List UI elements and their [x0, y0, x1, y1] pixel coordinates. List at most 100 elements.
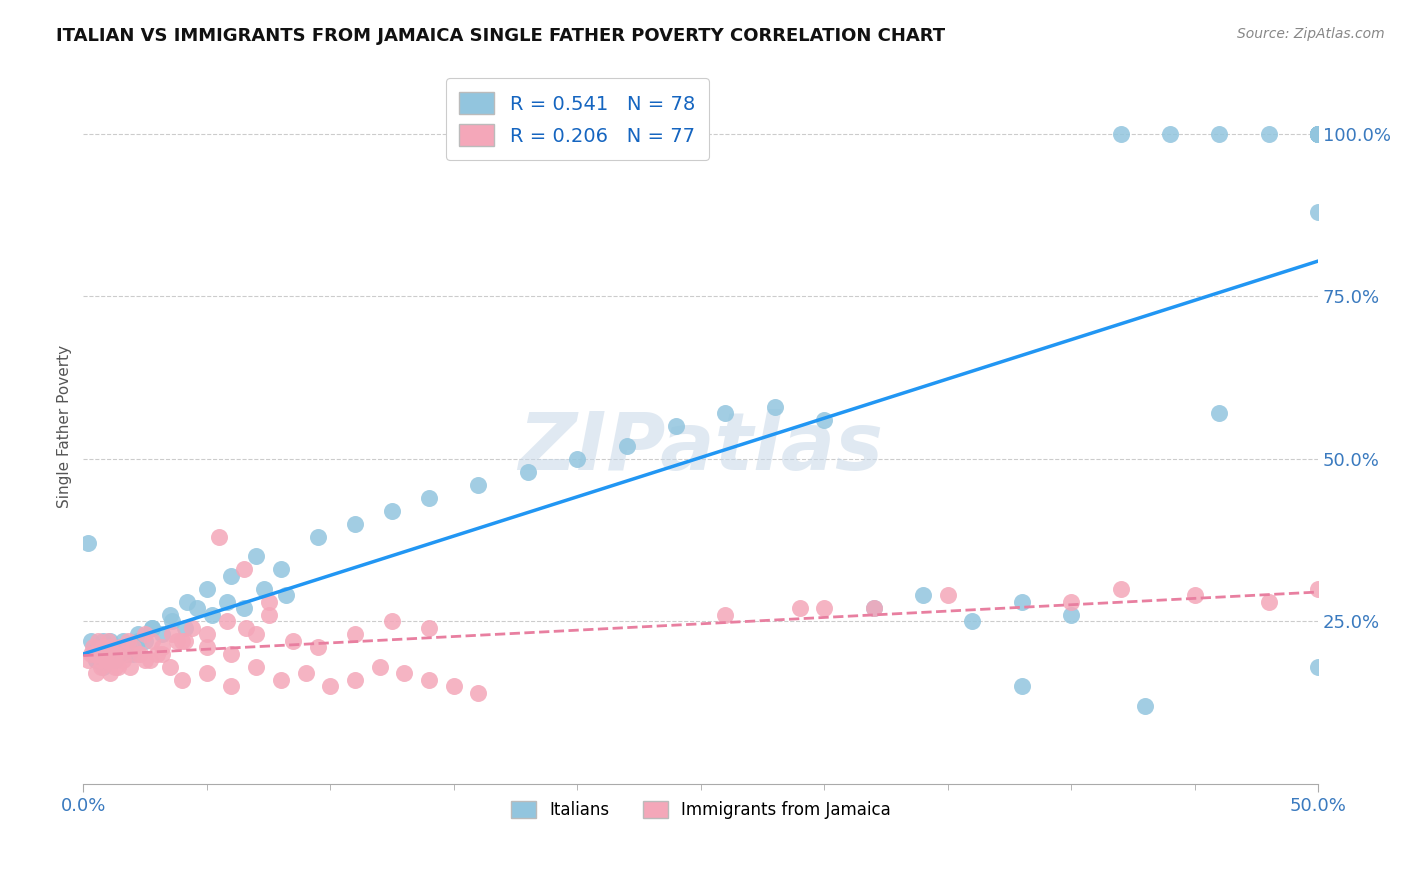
Point: [186, 601, 208, 615]
Point: [100, 633, 122, 648]
Point: [160, 627, 183, 641]
Point: [134, 627, 156, 641]
Point: [232, 562, 254, 576]
Point: [82, 647, 104, 661]
Point: [111, 647, 134, 661]
Point: [1011, 595, 1033, 609]
Point: [1159, 127, 1181, 141]
Point: [813, 601, 835, 615]
Point: [1308, 127, 1330, 141]
Point: [235, 621, 257, 635]
Point: [245, 549, 267, 564]
Point: [1308, 204, 1330, 219]
Point: [91, 659, 114, 673]
Point: [813, 412, 835, 426]
Point: [107, 659, 129, 673]
Point: [245, 659, 267, 673]
Point: [129, 647, 152, 661]
Point: [91, 633, 114, 648]
Point: [134, 633, 156, 648]
Point: [117, 640, 139, 655]
Point: [84, 666, 107, 681]
Point: [100, 640, 122, 655]
Point: [110, 640, 132, 655]
Point: [1184, 588, 1206, 602]
Point: [1308, 127, 1330, 141]
Point: [252, 582, 274, 596]
Point: [1308, 127, 1330, 141]
Point: [101, 647, 124, 661]
Point: [665, 419, 688, 434]
Text: Source: ZipAtlas.com: Source: ZipAtlas.com: [1237, 27, 1385, 41]
Point: [294, 666, 316, 681]
Point: [418, 621, 440, 635]
Point: [418, 673, 440, 687]
Text: ITALIAN VS IMMIGRANTS FROM JAMAICA SINGLE FATHER POVERTY CORRELATION CHART: ITALIAN VS IMMIGRANTS FROM JAMAICA SINGL…: [56, 27, 945, 45]
Point: [319, 679, 342, 693]
Point: [127, 647, 149, 661]
Point: [97, 633, 120, 648]
Legend: Italians, Immigrants from Jamaica: Italians, Immigrants from Jamaica: [505, 794, 897, 825]
Point: [221, 647, 243, 661]
Point: [87, 640, 110, 655]
Point: [1308, 127, 1330, 141]
Point: [789, 601, 811, 615]
Point: [201, 607, 224, 622]
Point: [1135, 698, 1157, 713]
Point: [111, 653, 134, 667]
Point: [141, 621, 163, 635]
Point: [343, 516, 366, 531]
Point: [1109, 582, 1132, 596]
Point: [141, 633, 163, 648]
Point: [714, 406, 737, 420]
Point: [101, 653, 124, 667]
Point: [270, 673, 292, 687]
Point: [110, 640, 132, 655]
Point: [381, 614, 404, 628]
Point: [232, 601, 254, 615]
Point: [1060, 607, 1083, 622]
Point: [94, 647, 117, 661]
Point: [343, 627, 366, 641]
Point: [1308, 127, 1330, 141]
Point: [1208, 127, 1230, 141]
Point: [1109, 127, 1132, 141]
Point: [862, 601, 884, 615]
Point: [139, 653, 162, 667]
Point: [111, 633, 134, 648]
Point: [257, 607, 280, 622]
Point: [107, 640, 129, 655]
Point: [763, 400, 786, 414]
Point: [150, 647, 173, 661]
Text: ZIPatlas: ZIPatlas: [519, 409, 883, 486]
Point: [195, 666, 218, 681]
Point: [221, 568, 243, 582]
Point: [195, 627, 218, 641]
Point: [84, 653, 107, 667]
Point: [141, 621, 163, 635]
Point: [307, 530, 329, 544]
Point: [100, 666, 122, 681]
Point: [77, 653, 100, 667]
Point: [176, 595, 198, 609]
Point: [1308, 659, 1330, 673]
Point: [274, 588, 297, 602]
Point: [82, 640, 104, 655]
Point: [91, 640, 114, 655]
Point: [94, 653, 117, 667]
Point: [101, 653, 124, 667]
Point: [1257, 127, 1279, 141]
Point: [911, 588, 934, 602]
Point: [394, 666, 416, 681]
Point: [104, 653, 127, 667]
Point: [159, 659, 181, 673]
Point: [208, 530, 231, 544]
Point: [516, 465, 538, 479]
Point: [90, 647, 112, 661]
Point: [195, 582, 218, 596]
Point: [1011, 679, 1033, 693]
Point: [84, 647, 107, 661]
Point: [146, 647, 169, 661]
Point: [104, 647, 127, 661]
Point: [567, 451, 589, 466]
